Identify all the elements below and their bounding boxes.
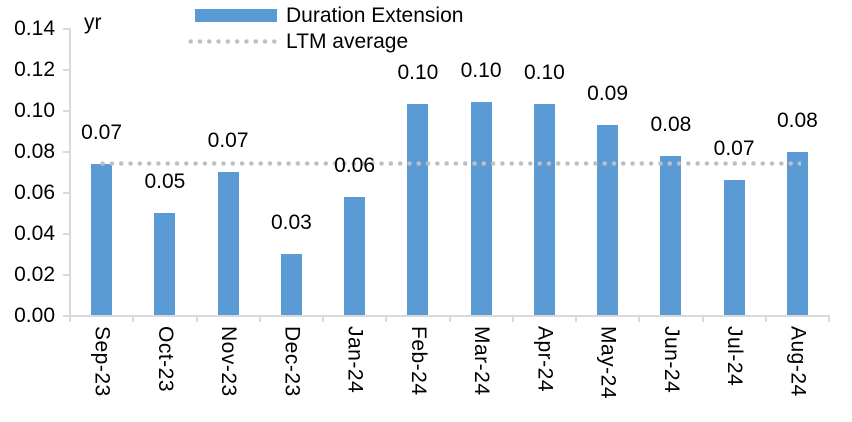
y-axis-label: 0.00 [14, 303, 55, 327]
x-axis-label: Jan-24 [343, 326, 367, 394]
bar-data-label: 0.08 [776, 108, 818, 132]
y-axis-label: 0.02 [14, 262, 55, 286]
bar-sep-23 [91, 163, 113, 315]
y-axis-tick [63, 191, 70, 194]
y-axis-label: 0.14 [14, 16, 55, 40]
bar-may-24 [597, 124, 619, 315]
legend-label-duration-extension: Duration Extension [286, 4, 464, 27]
x-axis-label: Oct-23 [153, 326, 177, 393]
bar-oct-23 [154, 213, 176, 315]
x-axis-tick [132, 316, 135, 322]
bar-nov-23 [217, 172, 239, 315]
y-axis-label: 0.10 [14, 98, 55, 122]
x-axis-label: Dec-23 [280, 326, 304, 397]
x-axis-tick [69, 316, 71, 322]
x-axis-label: Jul-24 [723, 326, 747, 387]
bar-data-label: 0.06 [334, 153, 376, 177]
x-axis-tick [828, 316, 830, 322]
x-axis-label: Feb-24 [406, 326, 430, 396]
y-axis-label: 0.04 [14, 221, 55, 245]
x-axis-tick [258, 316, 261, 322]
x-axis-label: Sep-23 [90, 326, 114, 397]
x-axis-label: May-24 [596, 326, 620, 400]
x-axis-tick [448, 316, 451, 322]
bar-data-label: 0.07 [81, 120, 123, 144]
y-axis-label: 0.06 [14, 180, 55, 204]
x-axis-tick [511, 316, 514, 322]
x-axis-label: Apr-24 [533, 326, 557, 393]
x-axis-label: Aug-24 [786, 326, 810, 397]
x-axis-label: Nov-23 [217, 326, 241, 397]
y-axis-line [69, 27, 71, 317]
bar-data-label: 0.05 [144, 170, 186, 193]
bar-mar-24 [470, 102, 492, 315]
bar-data-label: 0.10 [523, 61, 565, 85]
y-axis-tick [63, 232, 70, 235]
bar-jan-24 [344, 196, 366, 315]
bar-data-label: 0.08 [650, 112, 692, 136]
bar-data-label: 0.07 [207, 129, 249, 152]
legend-label-ltm-average: LTM average [286, 30, 409, 53]
y-axis-unit-label: yr [84, 11, 102, 34]
bar-data-label: 0.09 [587, 81, 629, 105]
y-axis-tick [63, 109, 70, 112]
x-axis-tick [195, 316, 198, 322]
y-axis-label: 0.12 [14, 57, 55, 81]
y-axis-label: 0.08 [14, 139, 55, 163]
x-axis-line [69, 314, 830, 317]
x-axis-tick [701, 316, 704, 322]
bar-dec-23 [280, 254, 302, 315]
y-axis-tick [63, 314, 70, 317]
bar-feb-24 [407, 104, 429, 315]
y-axis-tick [63, 27, 70, 30]
legend-bar-swatch-icon [195, 9, 277, 22]
bar-data-label: 0.10 [460, 59, 502, 83]
x-axis-tick [322, 316, 324, 322]
bar-jul-24 [723, 180, 745, 315]
y-axis-tick [63, 68, 70, 71]
bar-data-label: 0.07 [713, 137, 755, 161]
y-axis-tick [63, 150, 70, 153]
x-axis-tick [764, 316, 767, 322]
y-axis-tick [63, 273, 70, 276]
x-axis-label: Jun-24 [659, 326, 683, 394]
bar-data-label: 0.03 [270, 211, 312, 234]
bar-aug-24 [786, 151, 808, 315]
bar-data-label: 0.10 [397, 61, 439, 85]
bar-apr-24 [533, 104, 555, 315]
x-axis-tick [385, 316, 388, 322]
bar-jun-24 [660, 155, 682, 315]
x-axis-label: Mar-24 [470, 326, 494, 396]
x-axis-tick [575, 316, 577, 322]
legend-dotted-line-swatch-icon [186, 39, 278, 44]
x-axis-tick [638, 316, 641, 322]
ltm-average-line [97, 161, 802, 167]
